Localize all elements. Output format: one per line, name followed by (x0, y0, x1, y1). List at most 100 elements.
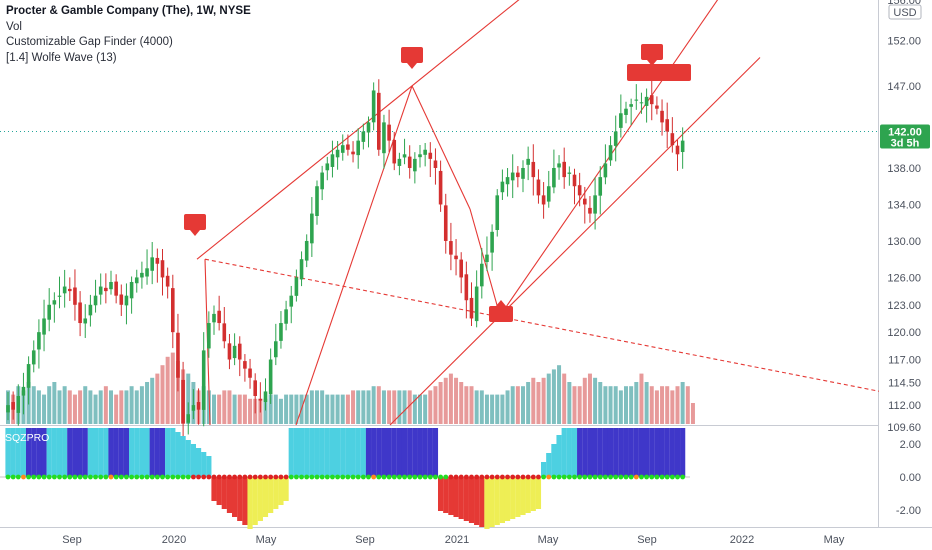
wolfe-point-1-marker (184, 214, 206, 236)
volume-bar (212, 394, 216, 424)
chart-legend: Procter & Gamble Company (The), 1W, NYSE… (6, 4, 251, 66)
squeeze-bar (262, 477, 269, 517)
price-axis[interactable]: 109.60 112.00 114.50 117.00 120.00 123.00 126.… (879, 0, 932, 527)
volume-legend[interactable]: Vol (6, 20, 22, 33)
squeeze-bar (211, 477, 217, 501)
squeeze-bar (324, 428, 330, 477)
gap-finder-legend[interactable]: Customizable Gap Finder (4000) (6, 36, 173, 48)
squeeze-dot (160, 474, 165, 480)
volume-bar (490, 394, 495, 424)
squeeze-dot (494, 474, 500, 480)
volume-bar (335, 394, 340, 424)
squeeze-bar (628, 428, 634, 477)
squeeze-dot (546, 474, 552, 480)
squeeze-bar (232, 477, 238, 517)
volume-bar (505, 390, 510, 424)
squeeze-dot (391, 474, 397, 480)
squeeze-dot (572, 474, 577, 480)
squeeze-bar (139, 428, 145, 477)
volume-bar (36, 390, 41, 424)
squeeze-bar (252, 477, 258, 525)
candle-body (433, 160, 438, 168)
squeeze-bar (309, 428, 315, 477)
squeeze-dot (536, 474, 541, 480)
squeeze-bar (46, 428, 52, 477)
squeeze-bar (546, 453, 552, 477)
squeeze-dot (510, 474, 516, 480)
candle-body (237, 343, 242, 360)
volume-bar (665, 386, 670, 424)
candle-body (109, 281, 113, 290)
candle-body (407, 156, 412, 168)
time-axis[interactable]: Sep 2020 May Sep 2021 May Sep 2022 May (62, 534, 845, 546)
squeeze-dot (103, 474, 109, 480)
squeeze-bar (190, 444, 196, 477)
squeeze-bar (520, 477, 526, 515)
wolfe-wave-legend[interactable]: [1.4] Wolfe Wave (13) (6, 51, 117, 64)
wave-projection (389, 57, 761, 426)
squeeze-tick-label: -2.00 (896, 505, 921, 517)
squeeze-dot (180, 474, 186, 480)
candle-body (104, 287, 108, 292)
squeeze-bar (36, 428, 42, 477)
squeeze-label[interactable]: SQZPRO (5, 432, 50, 444)
candle-body (57, 295, 62, 297)
volume-bar (423, 394, 428, 424)
candle-body (155, 257, 160, 264)
volume-bar (366, 390, 371, 424)
candle-body (438, 170, 443, 205)
volume-bar (536, 382, 541, 424)
squeeze-bar (649, 428, 655, 477)
wolfe-target-box (627, 64, 691, 81)
candle-body (320, 172, 324, 190)
volume-bar (624, 386, 628, 424)
volume-bar (680, 382, 685, 424)
squeeze-dot (62, 474, 68, 480)
squeeze-bar (118, 428, 124, 477)
squeeze-dot (299, 474, 304, 480)
symbol-title[interactable]: Procter & Gamble Company (The), 1W, NYSE (6, 5, 251, 17)
volume-bar (577, 386, 582, 424)
volume-bar (232, 394, 237, 424)
candle-body (150, 257, 154, 271)
squeeze-dot (51, 474, 57, 480)
squeeze-bar (633, 428, 639, 477)
volume-bar (593, 377, 598, 424)
candle-body (583, 198, 587, 205)
squeeze-dot (566, 474, 572, 480)
candle-body (402, 154, 407, 158)
squeeze-dot (592, 474, 598, 480)
squeeze-bar (72, 428, 78, 477)
volume-bar (289, 394, 294, 424)
squeeze-bar (468, 477, 475, 523)
candle-body (134, 277, 139, 284)
volume-bar (361, 390, 366, 424)
squeeze-bar (613, 428, 619, 477)
volume-bar (582, 377, 587, 424)
squeeze-dot (278, 474, 284, 480)
squeeze-dot (525, 474, 531, 480)
volume-bar (521, 386, 525, 424)
volume-bar (134, 390, 139, 424)
volume-bar (88, 390, 93, 424)
candle-body (176, 332, 180, 378)
squeeze-dot (669, 474, 675, 480)
candle-body (73, 287, 77, 305)
candle-body (165, 275, 170, 287)
volume-bar (649, 386, 654, 424)
candle-body (603, 163, 608, 178)
candle-body (140, 272, 144, 278)
squeeze-dot (57, 474, 62, 480)
squeeze-bar (510, 477, 516, 519)
squeeze-dot (294, 474, 299, 480)
candle-body (577, 185, 582, 196)
candle-body (567, 172, 572, 174)
time-tick-label: May (824, 534, 845, 546)
candle-body (114, 281, 118, 296)
candle-body (521, 167, 525, 179)
candle-body (88, 304, 93, 316)
squeeze-bar (556, 435, 562, 477)
squeeze-dot (185, 474, 191, 480)
candle-body (613, 131, 618, 146)
